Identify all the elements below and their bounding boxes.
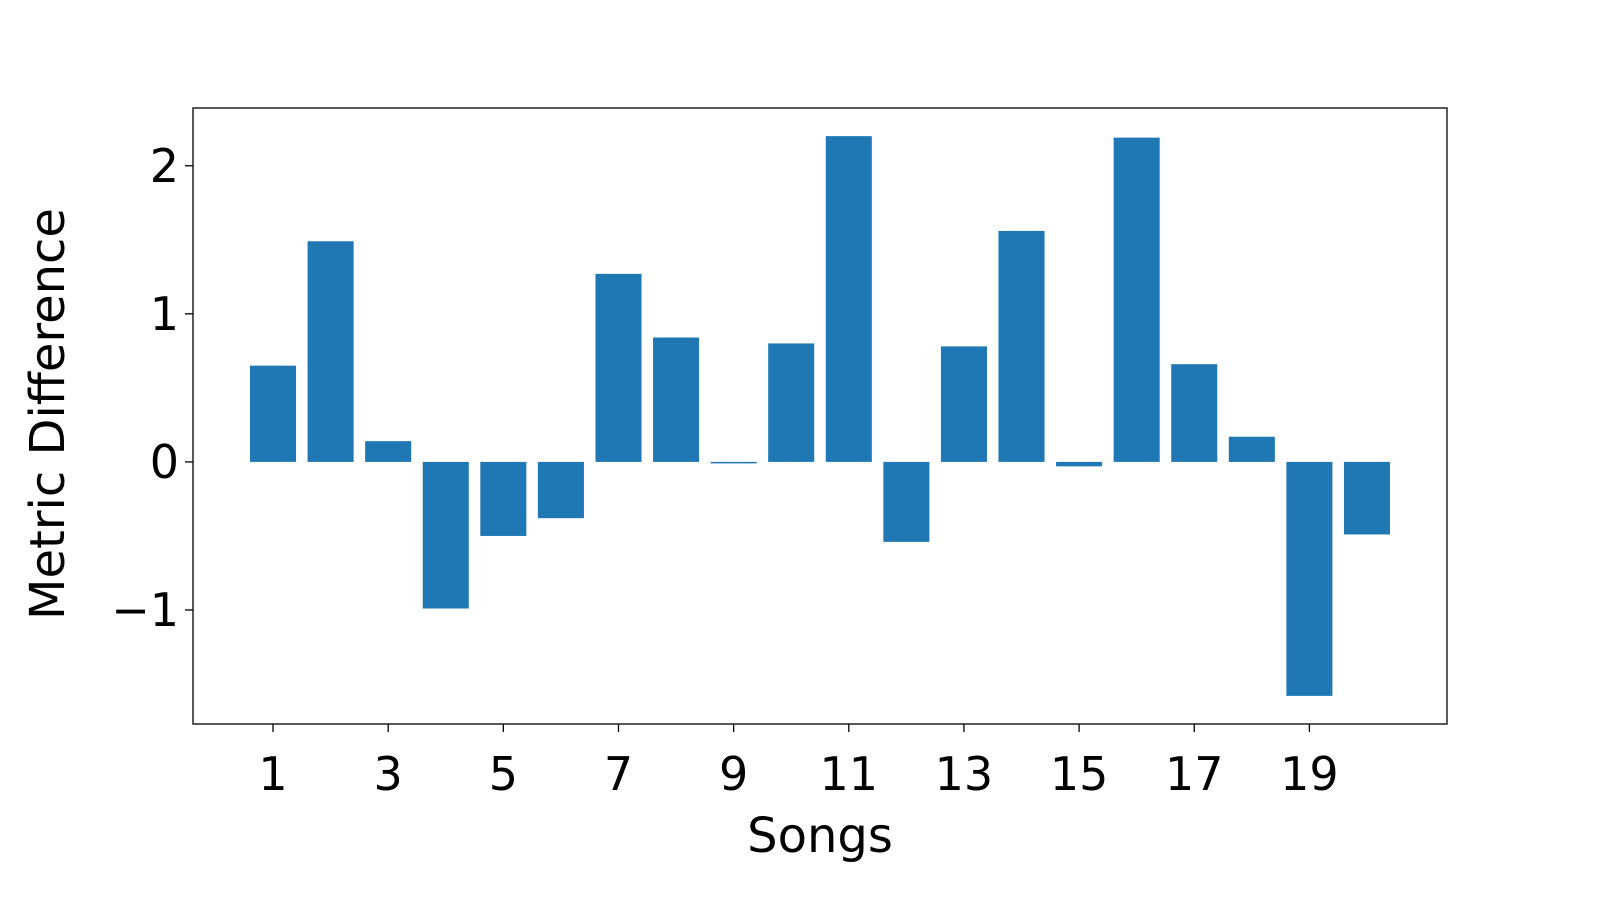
x-tick-label: 3 bbox=[374, 747, 403, 801]
plot-frame bbox=[192, 107, 1448, 725]
y-axis: −1 0 1 2 bbox=[111, 139, 193, 637]
bar-song-2 bbox=[307, 241, 354, 462]
bar-song-15 bbox=[1056, 461, 1103, 467]
y-axis-label: Metric Difference bbox=[20, 208, 76, 620]
x-tick-label: 11 bbox=[820, 747, 879, 801]
x-tick-label: 17 bbox=[1165, 747, 1224, 801]
x-axis-label: Songs bbox=[747, 808, 893, 864]
bar-song-3 bbox=[365, 441, 412, 462]
x-tick-label: 7 bbox=[604, 747, 633, 801]
bar-song-17 bbox=[1171, 364, 1218, 462]
bar-song-19 bbox=[1286, 461, 1333, 696]
bar-song-14 bbox=[998, 230, 1045, 462]
bar-song-8 bbox=[653, 337, 700, 462]
bar-song-9 bbox=[710, 461, 757, 464]
x-tick-label: 19 bbox=[1280, 747, 1339, 801]
x-tick-label: 13 bbox=[935, 747, 994, 801]
y-tick-label: −1 bbox=[111, 583, 179, 637]
x-tick-label: 5 bbox=[489, 747, 518, 801]
x-tick-label: 1 bbox=[258, 747, 287, 801]
y-tick-label: 0 bbox=[150, 435, 179, 489]
bar-song-12 bbox=[883, 461, 930, 542]
bars-layer bbox=[250, 136, 1390, 696]
bar-song-13 bbox=[940, 346, 987, 462]
bar-song-11 bbox=[825, 136, 872, 462]
bar-song-7 bbox=[595, 273, 642, 462]
y-tick-label: 2 bbox=[150, 139, 179, 193]
y-tick-label: 1 bbox=[150, 287, 179, 341]
bar-song-1 bbox=[250, 365, 297, 462]
bar-song-6 bbox=[537, 461, 584, 519]
bar-song-16 bbox=[1113, 137, 1160, 462]
bar-song-5 bbox=[480, 461, 527, 536]
bar-song-20 bbox=[1343, 461, 1390, 535]
bar-song-18 bbox=[1228, 436, 1275, 462]
x-tick-label: 15 bbox=[1050, 747, 1109, 801]
bar-song-4 bbox=[422, 461, 469, 609]
bar-song-10 bbox=[768, 343, 815, 462]
x-axis: 1 3 5 7 9 11 13 15 17 19 bbox=[258, 724, 1339, 801]
x-tick-label: 9 bbox=[719, 747, 748, 801]
